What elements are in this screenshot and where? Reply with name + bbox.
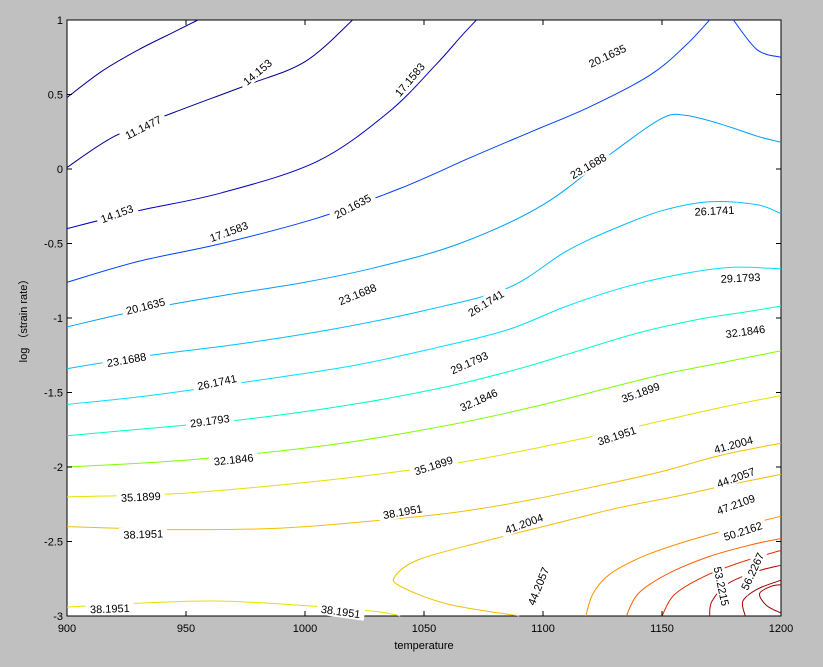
y-tick-label-4: -1 xyxy=(53,313,63,325)
contour-label-bg xyxy=(185,410,235,431)
contour-label-text: 32.1846 xyxy=(725,324,766,341)
contour-line-17 xyxy=(709,564,782,617)
contour-label-bg xyxy=(710,561,734,611)
contour-label-bg xyxy=(101,348,152,370)
contour-label-bg xyxy=(582,39,632,72)
contour-label-text: 29.1793 xyxy=(720,272,760,286)
contour-label-text: 32.1846 xyxy=(213,452,254,468)
contour-line-3 xyxy=(66,19,710,283)
contour-line-6 xyxy=(66,201,782,370)
contour-label-18: 32.1846 xyxy=(720,321,770,341)
contour-label-text: 38.1951 xyxy=(123,528,163,541)
contour-label-bg xyxy=(453,383,504,416)
contour-label-bg xyxy=(716,269,765,286)
contour-label-text: 38.1951 xyxy=(320,604,361,621)
contour-label-bg xyxy=(377,500,428,522)
x-tick-label-3: 1050 xyxy=(412,623,436,635)
y-tick-label-6: -2 xyxy=(53,462,63,474)
contour-line-12 xyxy=(66,600,401,617)
contour-label-bg xyxy=(118,526,168,541)
contour-label-bg xyxy=(388,56,430,102)
y-tick-label-1: 0.5 xyxy=(48,90,63,102)
x-tick-label-2: 1000 xyxy=(293,623,317,635)
contour-line-13 xyxy=(392,473,782,617)
contour-label-bg xyxy=(328,188,377,223)
y-tick-label-5: -1.5 xyxy=(44,388,63,400)
contour-label-bg xyxy=(615,377,666,407)
contour-label-bg xyxy=(191,370,242,393)
contour-label-text: 35.1899 xyxy=(121,491,161,505)
contour-label-bg xyxy=(203,216,254,246)
contour-label-26: 38.1951 xyxy=(118,526,168,542)
y-tick-label-0: 1 xyxy=(57,15,63,27)
y-tick-label-2: 0 xyxy=(57,164,63,176)
axes: 900 950 1000 1050 1100 1150 1200 1 0.5 0 -0.5 -1 -1.… xyxy=(44,15,793,635)
contour-label-35: 38.1951 xyxy=(316,601,366,621)
contour-label-22: 35.1899 xyxy=(116,488,166,505)
contour-label-bg xyxy=(710,489,761,519)
contour-label-bg xyxy=(85,600,135,616)
contour-label-bg xyxy=(118,110,168,144)
contour-label-bg xyxy=(710,462,761,492)
contour-line-11 xyxy=(66,442,782,531)
contour-label-text: 29.1793 xyxy=(189,413,230,430)
contour-label-bg xyxy=(499,508,549,538)
contour-line-9 xyxy=(66,350,782,468)
contour-label-bg xyxy=(116,488,166,505)
x-axis-label: temperature xyxy=(394,640,453,652)
contour-label-bg xyxy=(717,517,768,545)
contour-label-text: 26.1741 xyxy=(694,205,734,219)
contour-line-18 xyxy=(741,579,782,617)
contour-line-0 xyxy=(66,19,199,98)
contour-label-bg xyxy=(461,284,510,321)
contour-label-bg xyxy=(94,199,139,227)
contour-label-bg xyxy=(236,53,278,91)
contour-line-4 xyxy=(733,19,782,58)
contour-label-bg xyxy=(444,346,494,378)
y-tick-label-8: -3 xyxy=(53,611,63,623)
x-tick-label-5: 1150 xyxy=(650,623,674,635)
contour-label-11: 26.1741 xyxy=(690,202,739,219)
x-tick-label-4: 1100 xyxy=(531,623,555,635)
contour-label-bg xyxy=(720,321,770,341)
y-axis-label: log （strain rate） xyxy=(17,274,30,363)
contour-label-bg xyxy=(690,202,739,218)
contour-label-bg xyxy=(591,421,642,449)
contour-label-text: 38.1951 xyxy=(90,603,130,616)
contour-label-19: 32.1846 xyxy=(208,450,259,469)
x-tick-label-6: 1200 xyxy=(769,623,793,635)
contour-label-16: 29.1793 xyxy=(185,410,235,431)
contour-label-34: 38.1951 xyxy=(85,600,135,616)
contour-label-15: 29.1793 xyxy=(716,269,765,286)
x-tick-label-1: 950 xyxy=(177,623,195,635)
contour-label-bg xyxy=(563,147,613,184)
contour-label-bg xyxy=(708,431,759,457)
x-tick-label-0: 900 xyxy=(58,623,76,635)
contour-line-5 xyxy=(66,113,782,328)
contour-label-bg xyxy=(408,451,459,479)
y-tick-label-7: -2.5 xyxy=(44,537,63,549)
contour-line-2 xyxy=(66,19,477,230)
contour-label-bg xyxy=(735,546,769,596)
contour-line-10 xyxy=(66,395,782,498)
contour-label-bg xyxy=(208,450,259,468)
contour-label-bg xyxy=(332,278,382,309)
y-tick-label-3: -0.5 xyxy=(44,239,63,251)
contour-label-bg xyxy=(316,601,366,621)
contour-line-15 xyxy=(625,538,782,617)
contour-label-bg xyxy=(522,561,553,611)
contour-label-bg xyxy=(120,293,171,318)
contour-line-1 xyxy=(66,19,353,168)
plot-area xyxy=(66,19,782,617)
contour-line-19 xyxy=(759,584,782,614)
